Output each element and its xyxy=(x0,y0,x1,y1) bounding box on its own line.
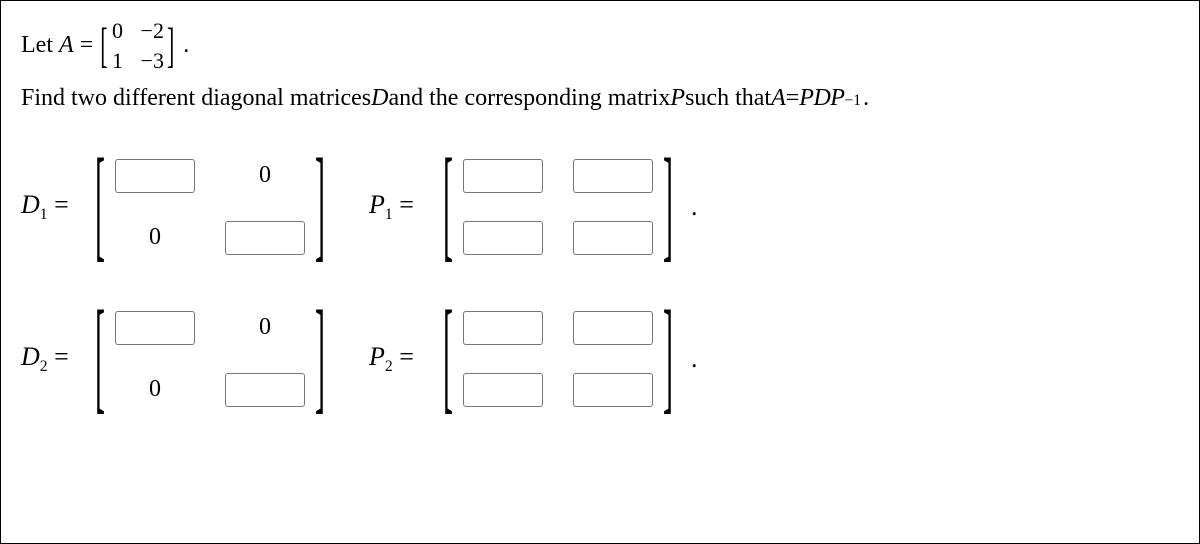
P1-eq: = xyxy=(393,190,414,219)
D1-letter: D xyxy=(21,190,40,219)
text-and: and the corresponding matrix xyxy=(388,82,670,114)
P2-sub: 2 xyxy=(385,358,393,375)
matrix-D2: [ 0 0 ] xyxy=(91,311,329,407)
var-P: P xyxy=(670,82,685,114)
period-1: . xyxy=(183,29,189,61)
label-D2: D2 = xyxy=(21,342,85,376)
input-P1-1-0[interactable] xyxy=(463,221,543,255)
period-row1: . xyxy=(691,192,698,222)
equals-2: = xyxy=(786,82,800,114)
answer-row-2: D2 = [ 0 0 ] P2 = [ xyxy=(21,311,1179,407)
matrix-D1-grid: 0 0 xyxy=(109,159,311,255)
matrix-P2: [ ] xyxy=(439,311,677,407)
D2-letter: D xyxy=(21,342,40,371)
answer-row-1: D1 = [ 0 0 ] P1 = [ xyxy=(21,159,1179,255)
matrix-A: [ 0 −2 1 −3 ] xyxy=(99,15,175,76)
equals: = xyxy=(80,29,94,61)
var-P-2: P xyxy=(799,82,813,114)
A-0-1: −2 xyxy=(141,16,164,46)
D2-eq: = xyxy=(48,342,69,371)
A-1-1: −3 xyxy=(141,46,164,76)
D1-eq: = xyxy=(48,190,69,219)
label-D1: D1 = xyxy=(21,190,85,224)
input-D2-0-0[interactable] xyxy=(115,311,195,345)
prompt-line-2: Find two different diagonal matrices D a… xyxy=(21,82,1179,114)
text-find: Find two different diagonal matrices xyxy=(21,82,371,114)
D2-1-0: 0 xyxy=(146,376,164,403)
answers-area: D1 = [ 0 0 ] P1 = [ xyxy=(21,159,1179,407)
matrix-P1: [ ] xyxy=(439,159,677,255)
bracket-left: [ xyxy=(439,144,457,270)
input-D2-1-1[interactable] xyxy=(225,373,305,407)
bracket-left: [ xyxy=(439,296,457,422)
P1-letter: P xyxy=(369,190,385,219)
bracket-right: ] xyxy=(311,144,329,270)
bracket-right: ] xyxy=(659,296,677,422)
bracket-right: ] xyxy=(311,296,329,422)
label-P2: P2 = xyxy=(369,342,433,376)
bracket-right: ] xyxy=(659,144,677,270)
D1-1-0: 0 xyxy=(146,224,164,251)
D2-0-1: 0 xyxy=(256,314,274,341)
period-2: . xyxy=(863,82,869,114)
matrix-A-cells: 0 −2 1 −3 xyxy=(109,15,166,76)
input-P2-0-0[interactable] xyxy=(463,311,543,345)
input-P1-0-0[interactable] xyxy=(463,159,543,193)
prompt-line-1: Let A = [ 0 −2 1 −3 ] . xyxy=(21,15,1179,76)
var-D-2: D xyxy=(813,82,830,114)
A-0-0: 0 xyxy=(111,16,125,46)
P2-eq: = xyxy=(393,342,414,371)
prompt: Let A = [ 0 −2 1 −3 ] . Find two differe… xyxy=(21,15,1179,115)
input-P2-1-0[interactable] xyxy=(463,373,543,407)
P1-sub: 1 xyxy=(385,206,393,223)
period-row2: . xyxy=(691,344,698,374)
bracket-left: [ xyxy=(99,21,108,69)
text-let: Let xyxy=(21,29,53,61)
var-D: D xyxy=(371,82,388,114)
D1-0-1: 0 xyxy=(256,162,274,189)
D1-sub: 1 xyxy=(40,206,48,223)
A-1-0: 1 xyxy=(111,46,125,76)
input-P1-1-1[interactable] xyxy=(573,221,653,255)
P2-letter: P xyxy=(369,342,385,371)
label-P1: P1 = xyxy=(369,190,433,224)
var-A-2: A xyxy=(771,82,786,114)
bracket-right: ] xyxy=(166,21,175,69)
input-P1-0-1[interactable] xyxy=(573,159,653,193)
input-P2-0-1[interactable] xyxy=(573,311,653,345)
var-P-3: P xyxy=(830,82,844,114)
bracket-left: [ xyxy=(91,296,109,422)
text-such-that: such that xyxy=(685,82,771,114)
D2-sub: 2 xyxy=(40,358,48,375)
input-P2-1-1[interactable] xyxy=(573,373,653,407)
matrix-P1-grid xyxy=(457,159,659,255)
matrix-D2-grid: 0 0 xyxy=(109,311,311,407)
exponent-neg1: −1 xyxy=(844,90,861,111)
problem-container: Let A = [ 0 −2 1 −3 ] . Find two differe… xyxy=(0,0,1200,544)
bracket-left: [ xyxy=(91,144,109,270)
input-D1-0-0[interactable] xyxy=(115,159,195,193)
input-D1-1-1[interactable] xyxy=(225,221,305,255)
matrix-P2-grid xyxy=(457,311,659,407)
var-A: A xyxy=(59,29,74,61)
matrix-D1: [ 0 0 ] xyxy=(91,159,329,255)
